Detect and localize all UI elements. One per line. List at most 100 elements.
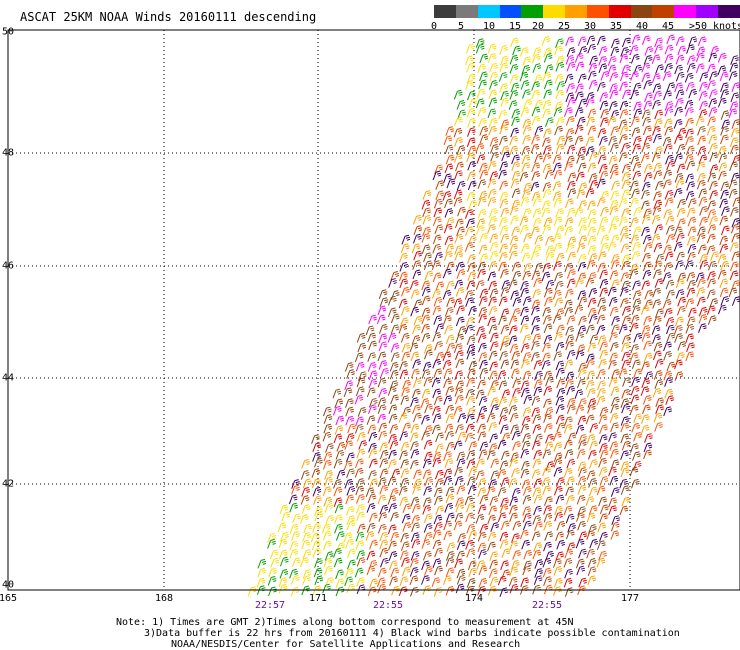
wind-barb: [565, 54, 575, 65]
legend-swatch: [608, 5, 631, 18]
wind-barb: [387, 495, 397, 505]
wind-barb: [566, 404, 576, 414]
wind-barb: [333, 548, 342, 558]
wind-barb: [465, 423, 475, 434]
wind-barb: [699, 259, 709, 270]
wind-barb: [478, 396, 488, 406]
wind-barb: [532, 487, 542, 497]
wind-barb: [281, 511, 291, 522]
wind-barb: [729, 101, 739, 111]
wind-barb: [412, 484, 421, 495]
wind-barb: [510, 359, 520, 370]
wind-barb: [335, 586, 345, 597]
wind-barb: [665, 279, 675, 290]
wind-barb: [695, 116, 705, 126]
wind-barb: [356, 377, 366, 388]
wind-barb: [247, 586, 257, 597]
wind-barb: [641, 189, 650, 200]
wind-barb: [477, 531, 487, 542]
wind-barb: [500, 359, 510, 370]
wind-barb: [479, 71, 488, 82]
wind-barb: [323, 557, 333, 568]
wind-barb: [333, 486, 343, 497]
wind-barb: [267, 533, 276, 543]
wind-barb: [477, 179, 487, 189]
wind-barb: [390, 511, 399, 522]
wind-barb: [478, 79, 487, 90]
wind-barb: [574, 304, 584, 315]
wind-barb: [665, 215, 675, 226]
wind-barb: [398, 271, 408, 282]
wind-barb: [608, 223, 617, 234]
wind-barb: [400, 332, 410, 343]
wind-barb: [479, 162, 488, 173]
wind-barb: [409, 557, 419, 568]
wind-barb: [599, 341, 608, 351]
wind-barb: [631, 188, 640, 199]
wind-barb: [655, 404, 664, 415]
wind-barb: [587, 557, 597, 568]
wind-barb: [487, 161, 497, 171]
wind-barb: [345, 432, 355, 443]
wind-barb: [455, 424, 464, 434]
wind-barb: [455, 358, 465, 369]
wind-barb: [565, 371, 575, 382]
wind-barb: [487, 43, 497, 54]
wind-barb: [434, 565, 443, 576]
wind-barb: [575, 278, 584, 288]
wind-barb: [401, 386, 410, 397]
wind-barb: [445, 154, 455, 165]
wind-barb: [389, 487, 399, 498]
wind-barb: [566, 385, 575, 396]
wind-barb: [600, 108, 609, 119]
wind-barb: [556, 539, 565, 550]
wind-barb: [379, 458, 389, 468]
wind-barb: [356, 584, 366, 594]
wind-barb: [368, 370, 378, 381]
wind-barb: [598, 466, 608, 477]
wind-barb: [444, 324, 453, 335]
wind-barb: [523, 549, 532, 560]
wind-barb: [677, 296, 686, 307]
wind-barb: [676, 218, 686, 228]
wind-barb: [675, 178, 685, 189]
wind-barb: [355, 458, 364, 469]
wind-barb: [531, 270, 541, 281]
wind-barb: [388, 404, 398, 415]
wind-barb: [512, 441, 521, 451]
wind-barb: [467, 160, 476, 171]
wind-barb: [487, 178, 497, 189]
wind-barb: [588, 253, 598, 263]
wind-barb: [476, 326, 485, 336]
wind-barb: [511, 188, 521, 198]
wind-barb: [589, 538, 598, 549]
wind-barb: [610, 279, 620, 289]
wind-barb: [345, 494, 354, 505]
wind-barb: [497, 575, 507, 586]
wind-barb: [553, 106, 563, 117]
wind-barb: [434, 252, 443, 262]
wind-barb: [312, 442, 322, 453]
wind-barb: [731, 232, 740, 243]
wind-barb: [412, 269, 422, 280]
wind-barb: [542, 99, 552, 110]
wind-barb: [610, 422, 619, 432]
wind-barb: [607, 56, 617, 66]
wind-barb: [501, 280, 510, 290]
wind-barb: [709, 190, 718, 200]
wind-barb: [632, 226, 642, 237]
wind-barb: [390, 567, 400, 578]
wind-barb: [498, 251, 508, 262]
wind-barb: [697, 172, 706, 183]
wind-barb: [478, 449, 488, 459]
wind-barb: [531, 469, 541, 479]
note-line-3: NOAA/NESDIS/Center for Satellite Applica…: [171, 639, 521, 650]
wind-barb: [410, 368, 420, 379]
wind-barb: [565, 334, 575, 344]
wind-barb: [368, 397, 378, 408]
wind-barb: [597, 197, 606, 207]
wind-barb: [567, 251, 576, 262]
wind-barb: [468, 360, 478, 371]
wind-barb: [664, 197, 674, 207]
wind-barb: [585, 188, 595, 198]
